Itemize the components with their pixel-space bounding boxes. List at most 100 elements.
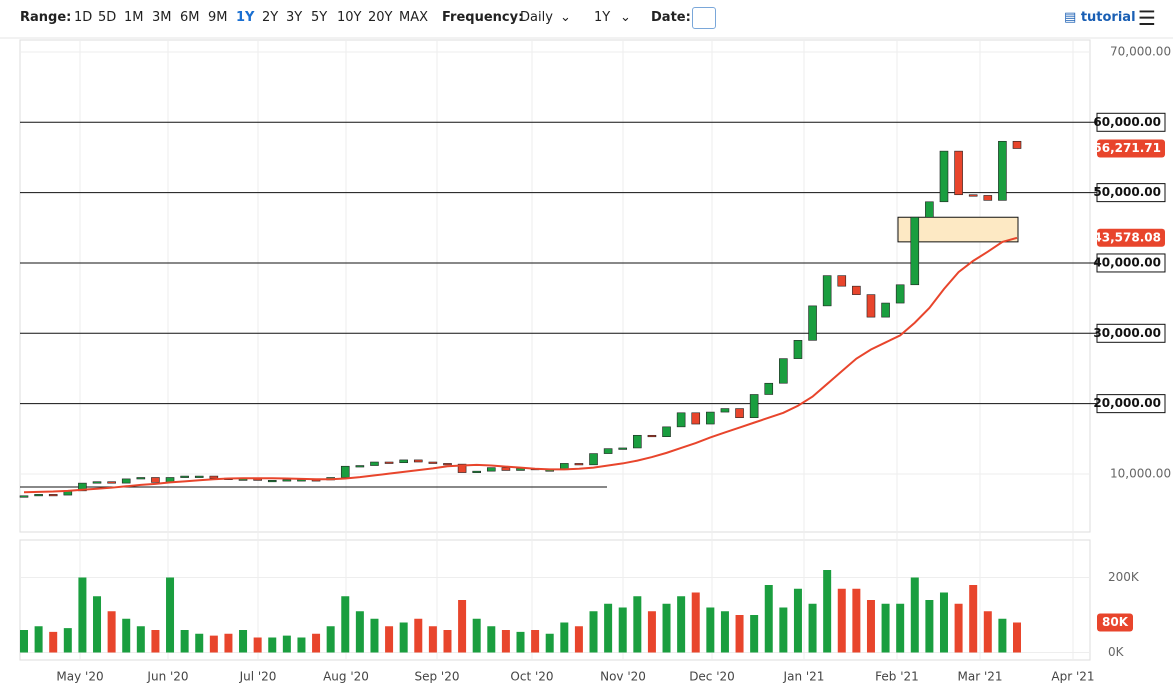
chevron[interactable]: ⌄ — [620, 10, 631, 25]
candle — [925, 201, 934, 218]
frequency-label: Frequency: — [442, 10, 523, 25]
volume-bar — [501, 630, 510, 653]
range-button[interactable]: 10Y — [337, 10, 362, 25]
volume-bar — [355, 611, 364, 653]
volume-bar — [691, 592, 700, 653]
volume-bar — [808, 603, 817, 653]
candle — [633, 434, 642, 449]
x-tick-label: Jul '20 — [239, 670, 277, 684]
calendar-button[interactable] — [692, 7, 716, 29]
volume-bar — [136, 626, 145, 653]
volume-tick-label: 0K — [1108, 645, 1125, 659]
volume-bar — [326, 626, 335, 653]
candle — [486, 467, 496, 472]
price-level-label: 50,000.00 — [1093, 185, 1161, 199]
candle — [968, 194, 978, 197]
last-value-box — [1097, 139, 1165, 158]
y-tick-label: 10,000.00 — [1110, 466, 1171, 480]
range-button[interactable]: 1D — [74, 10, 93, 25]
candle — [267, 480, 277, 483]
volume-bar — [633, 596, 642, 653]
price-level-label: 40,000.00 — [1093, 255, 1161, 269]
volume-bar — [458, 600, 467, 653]
price-level-label: 60,000.00 — [1093, 115, 1161, 129]
candle — [735, 408, 744, 419]
range-button[interactable]: 3M — [152, 10, 172, 25]
last-value-label: 56,271.71 — [1093, 141, 1161, 155]
candle — [764, 382, 774, 395]
candle — [998, 140, 1007, 201]
x-tick-label: Sep '20 — [415, 670, 460, 684]
candle — [282, 479, 292, 482]
volume-bar — [312, 633, 321, 653]
range-button[interactable]: MAX — [399, 10, 429, 25]
candle — [501, 467, 511, 471]
range-button[interactable]: 20Y — [368, 10, 393, 25]
range-button[interactable]: 5D — [98, 10, 117, 25]
range-button[interactable]: 2Y — [262, 10, 279, 25]
volume-bar — [531, 630, 540, 653]
range-button[interactable]: 1Y — [236, 10, 255, 25]
volume-bar — [209, 635, 218, 653]
volume-bar — [720, 611, 729, 653]
candle — [355, 465, 365, 468]
candle — [895, 284, 905, 304]
candle — [662, 426, 671, 437]
volume-bar — [516, 631, 525, 653]
x-tick-label: Feb '21 — [875, 670, 919, 684]
price-level-label: 20,000.00 — [1093, 396, 1161, 410]
candle — [1012, 140, 1022, 149]
chevron[interactable]: ⌄ — [560, 10, 571, 25]
candle — [852, 285, 861, 295]
volume-bar — [282, 635, 291, 653]
volume-bar — [487, 626, 496, 653]
volume-bar — [910, 577, 919, 653]
volume-bar — [195, 633, 204, 653]
x-tick-label: Nov '20 — [600, 670, 646, 684]
volume-bar — [224, 633, 233, 653]
label: Date: — [651, 10, 691, 25]
volume-bar — [78, 577, 87, 653]
menu-button[interactable]: ☰ — [1138, 6, 1156, 30]
volume-bar — [618, 607, 627, 653]
candle — [370, 461, 379, 466]
volume-bar — [399, 622, 408, 653]
candle — [399, 459, 408, 464]
volume-bar — [341, 596, 350, 653]
tutorial-text[interactable]: tutorial — [1080, 10, 1136, 25]
volume-bar — [49, 631, 58, 653]
candle — [92, 481, 102, 484]
y-tick-label: 70,000.00 — [1110, 44, 1171, 58]
candle — [457, 463, 467, 473]
frequency-select[interactable]: Daily — [520, 10, 553, 25]
x-tick-label: Jan '21 — [783, 670, 825, 684]
range-button[interactable]: 5Y — [311, 10, 328, 25]
period-select[interactable]: 1Y — [594, 10, 611, 25]
date-label: Date: — [651, 10, 691, 25]
range-button[interactable]: 9M — [208, 10, 228, 25]
last-value-label: 43,578.08 — [1093, 230, 1161, 244]
volume-bar — [735, 615, 744, 653]
range-button[interactable]: 1M — [124, 10, 144, 25]
candle — [749, 394, 759, 419]
tutorial-link[interactable]: ▤ tutorial — [1064, 10, 1136, 25]
last-value-box — [1097, 228, 1165, 247]
x-tick-label: Apr '21 — [1051, 670, 1094, 684]
volume-bar — [779, 607, 788, 653]
range-button[interactable]: 3Y — [286, 10, 303, 25]
volume-bar — [662, 603, 671, 653]
candle — [589, 453, 598, 466]
candle — [428, 461, 438, 464]
volume-bar — [706, 607, 715, 653]
candle — [618, 447, 628, 450]
volume-bar — [239, 630, 248, 653]
toolbar: Range: 1D 5D 1M 3M 6M 9M 1Y 2Y 3Y 5Y 10Y 20Y MAX Fre… — [0, 0, 1173, 38]
volume-bar — [472, 618, 481, 653]
range-button[interactable]: 6M — [180, 10, 200, 25]
volume-bar — [866, 600, 875, 653]
candle — [603, 448, 613, 454]
candle — [151, 477, 160, 483]
candle — [954, 150, 963, 196]
candle — [340, 465, 350, 478]
